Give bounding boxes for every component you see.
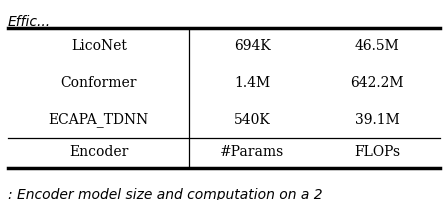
Text: Effic...: Effic... bbox=[8, 15, 51, 29]
Text: 46.5M: 46.5M bbox=[355, 39, 400, 53]
Text: FLOPs: FLOPs bbox=[354, 145, 401, 159]
Text: ECAPA_TDNN: ECAPA_TDNN bbox=[48, 112, 149, 127]
Text: #Params: #Params bbox=[220, 145, 284, 159]
Text: : Encoder model size and computation on a 2: : Encoder model size and computation on … bbox=[8, 188, 323, 200]
Text: 39.1M: 39.1M bbox=[355, 113, 400, 127]
Text: 642.2M: 642.2M bbox=[351, 76, 404, 90]
Text: LicoNet: LicoNet bbox=[71, 39, 127, 53]
Text: 694K: 694K bbox=[234, 39, 271, 53]
Text: Conformer: Conformer bbox=[60, 76, 137, 90]
Text: Encoder: Encoder bbox=[69, 145, 129, 159]
Text: 1.4M: 1.4M bbox=[234, 76, 270, 90]
Text: 540K: 540K bbox=[234, 113, 271, 127]
